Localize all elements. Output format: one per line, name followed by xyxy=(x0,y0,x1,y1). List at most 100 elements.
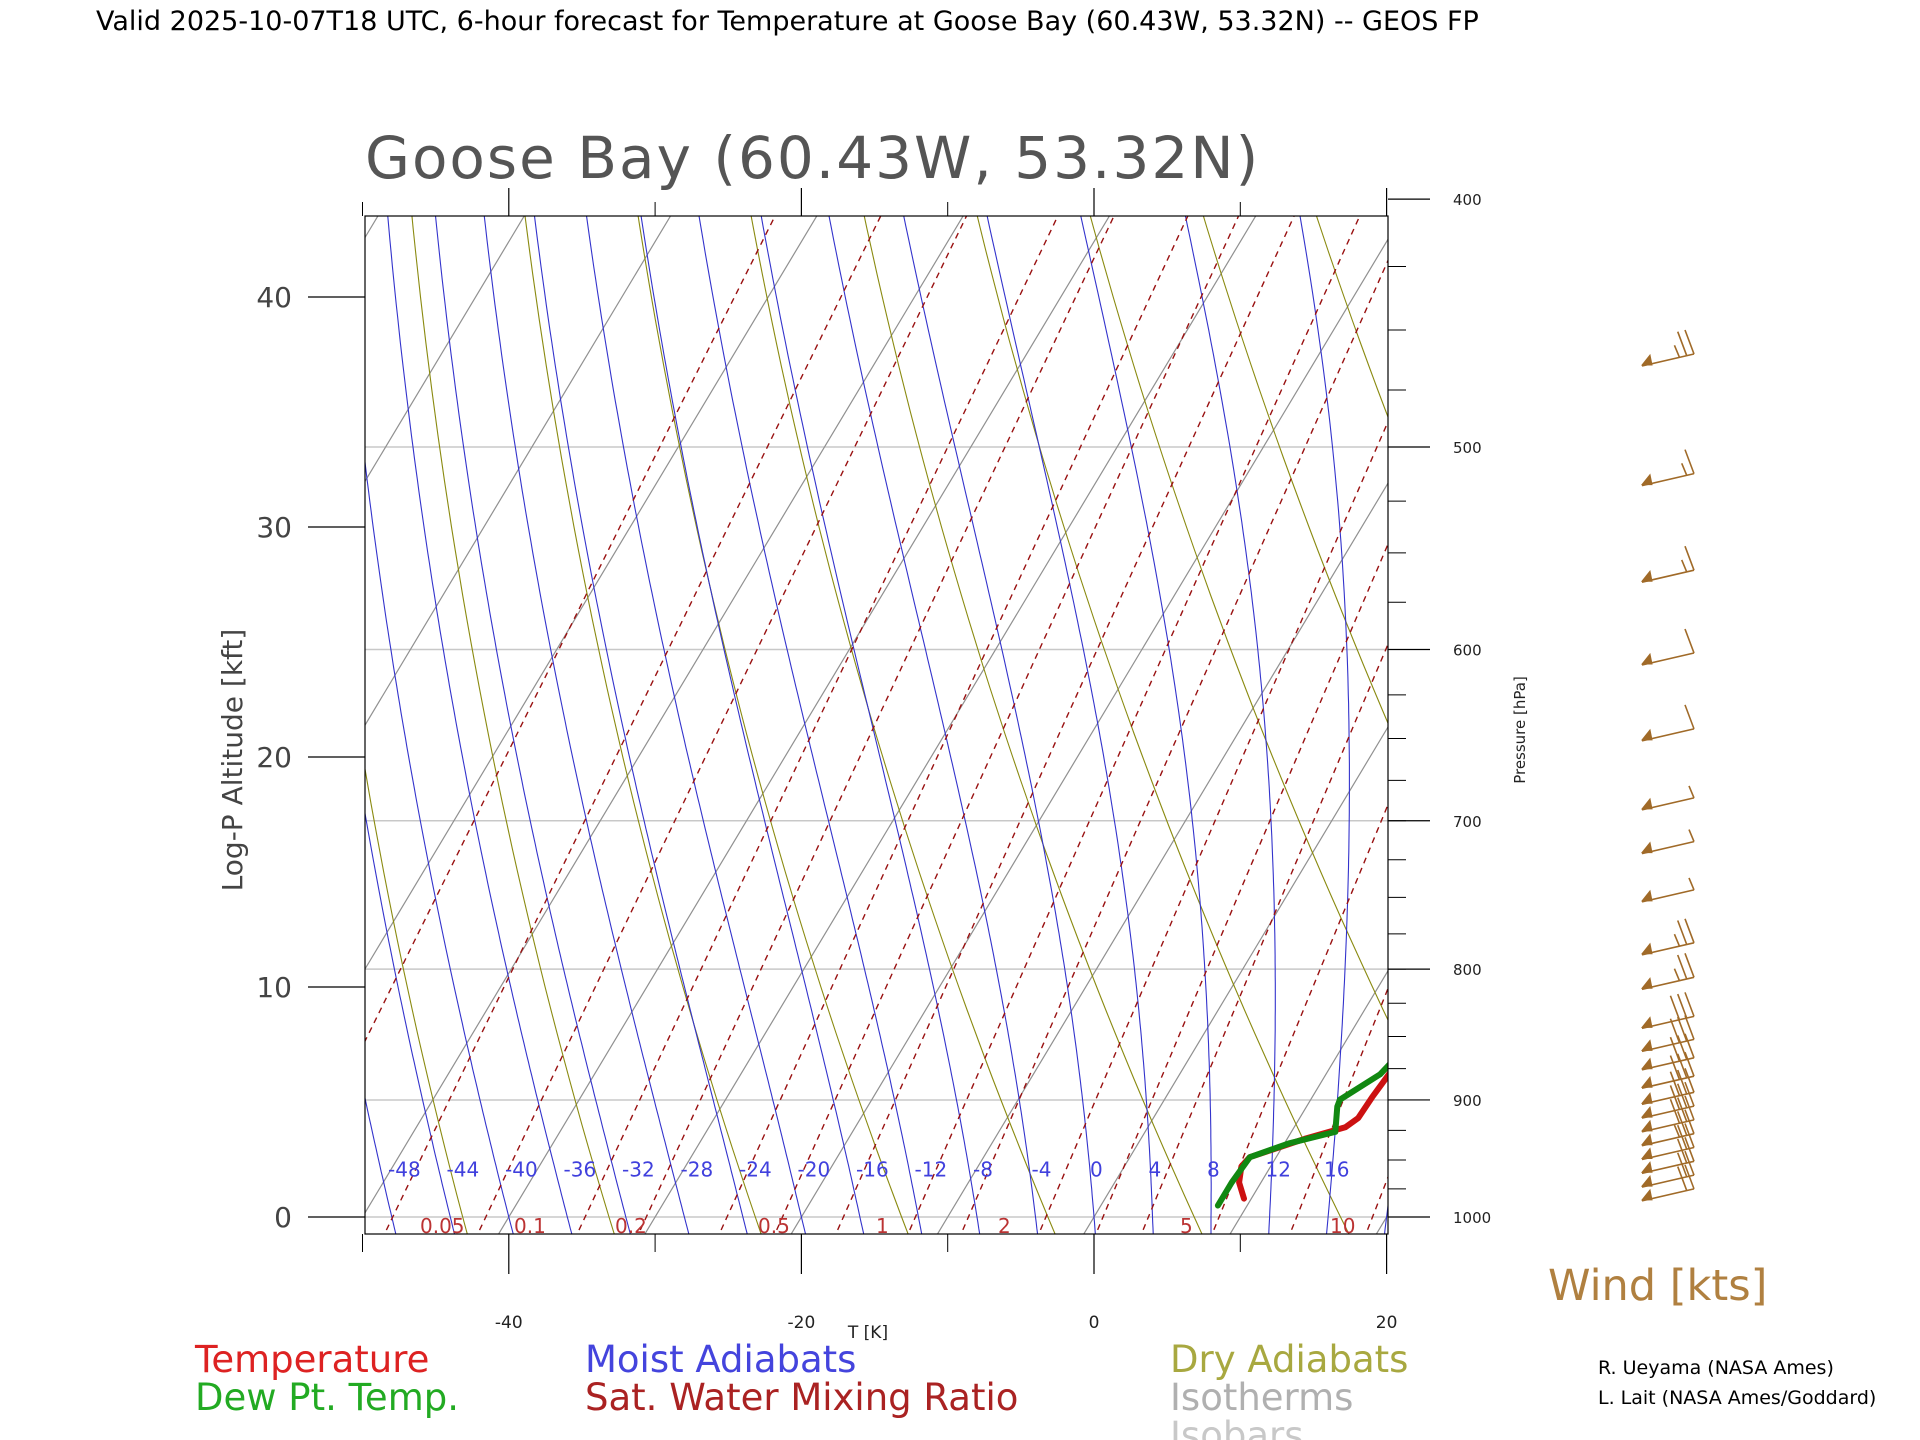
isotherm-line xyxy=(1229,969,1388,1234)
wind-barb xyxy=(1640,918,1695,956)
isotherm-line xyxy=(0,205,238,1240)
mixing-ratio-line xyxy=(1037,420,1388,1234)
moist-adiabat-line xyxy=(387,216,573,1234)
pressure-tick-label: 600 xyxy=(1453,642,1482,660)
moist-adiabat-line xyxy=(1606,0,1920,1282)
moist-adiabat-label: -40 xyxy=(505,1158,538,1182)
wind-label: Wind [kts] xyxy=(1548,1261,1767,1311)
pressure-tick-label: 400 xyxy=(1453,191,1482,209)
mixing-ratio-label: 2 xyxy=(998,1214,1011,1238)
dry-adiabat-line xyxy=(1426,205,1920,1240)
mixing-ratio-label: 1 xyxy=(876,1214,889,1238)
moist-adiabat-line xyxy=(903,216,1096,1234)
dry-adiabat-line xyxy=(365,765,468,1234)
moist-adiabat-label: -16 xyxy=(856,1158,889,1182)
pressure-tick-label: 700 xyxy=(1453,813,1482,831)
wind-barb xyxy=(1640,628,1695,666)
moist-adiabat-label: 12 xyxy=(1266,1158,1291,1182)
isotherm-line xyxy=(790,238,1388,1234)
moist-adiabat-line xyxy=(434,216,631,1234)
moist-adiabat-label: -32 xyxy=(622,1158,655,1182)
wind-barb xyxy=(1640,1081,1695,1119)
dry-adiabat-line xyxy=(1877,205,1920,1240)
moist-adiabat-label: 16 xyxy=(1324,1158,1349,1182)
isotherm-line xyxy=(1519,205,1920,1240)
moist-adiabat-line xyxy=(698,216,923,1234)
wind-barb xyxy=(1640,1015,1695,1053)
moist-adiabat-label: -24 xyxy=(739,1158,772,1182)
moist-adiabat-line xyxy=(365,457,514,1234)
wind-barb xyxy=(1640,1150,1695,1188)
pressure-tick-label: 800 xyxy=(1453,961,1482,979)
dewpoint-line xyxy=(1214,1011,1388,1209)
y-tick-label: 20 xyxy=(256,741,292,774)
legend-dewpoint: Dew Pt. Temp. xyxy=(195,1376,459,1419)
moist-adiabat-label: -12 xyxy=(915,1158,948,1182)
isotherm-line xyxy=(365,216,672,727)
x-tick-label: 20 xyxy=(1376,1313,1398,1333)
pressure-axis-label: Pressure [hPa] xyxy=(1511,676,1529,784)
moist-adiabat-line xyxy=(640,216,865,1234)
isotherm-line xyxy=(365,216,964,1214)
moist-adiabat-line xyxy=(585,216,807,1234)
wind-barb xyxy=(1640,992,1695,1030)
dry-adiabat-line xyxy=(411,216,615,1234)
header-title: Valid 2025-10-07T18 UTC, 6-hour forecast… xyxy=(96,6,1479,37)
legend-temperature: Temperature xyxy=(194,1338,429,1381)
mixing-ratio-line xyxy=(1095,542,1388,1234)
moist-adiabat-line xyxy=(483,216,690,1234)
legend-isobars: Isobars xyxy=(1170,1414,1303,1440)
dry-adiabat-line xyxy=(1089,216,1388,1022)
wind-barbs xyxy=(1640,329,1695,1202)
isotherm-line xyxy=(0,205,92,1240)
series-layer xyxy=(1214,1011,1388,1209)
moist-adiabat-label: -28 xyxy=(681,1158,714,1182)
moist-adiabat-label: -20 xyxy=(798,1158,831,1182)
x-tick-label: -40 xyxy=(495,1313,523,1333)
x-tick-label: 0 xyxy=(1089,1313,1100,1333)
dry-adiabat-line xyxy=(976,216,1350,1234)
wind-barb xyxy=(1640,1123,1695,1161)
moist-adiabat-line xyxy=(828,216,1039,1234)
wind-barb xyxy=(1640,1033,1695,1071)
mixing-ratio-label: 0.2 xyxy=(615,1214,647,1238)
isotherm-line xyxy=(365,216,379,239)
isotherm-line xyxy=(365,216,525,483)
wind-barb xyxy=(1640,704,1695,742)
mixing-ratio-line xyxy=(1365,1175,1388,1234)
pressure-tick-label: 900 xyxy=(1453,1092,1482,1110)
y-tick-label: 10 xyxy=(256,971,292,1004)
legend-dry-adiabats: Dry Adiabats xyxy=(1170,1338,1408,1381)
y-axis-label: Log-P Altitude [kft] xyxy=(216,629,249,892)
mixing-ratio-line xyxy=(1616,205,1920,1240)
moist-adiabat-label: 8 xyxy=(1207,1158,1220,1182)
moist-adiabat-line xyxy=(1080,216,1212,1234)
y-tick-label: 30 xyxy=(256,511,292,544)
mixing-ratio-label: 0.5 xyxy=(758,1214,790,1238)
moist-adiabat-line xyxy=(1383,1201,1388,1234)
dry-adiabat-line xyxy=(0,205,27,1240)
wind-barb xyxy=(1640,329,1695,367)
moist-adiabat-label: 0 xyxy=(1090,1158,1103,1182)
moist-adiabat-label: 4 xyxy=(1149,1158,1162,1182)
wind-barb xyxy=(1640,1109,1695,1147)
moist-adiabat-line xyxy=(365,810,456,1234)
dry-adiabat-line xyxy=(637,216,909,1234)
credit-2: L. Lait (NASA Ames/Goddard) xyxy=(1598,1387,1876,1409)
chart-title: Goose Bay (60.43W, 53.32N) xyxy=(365,124,1260,192)
wind-barb xyxy=(1640,953,1695,991)
pressure-tick-label: 500 xyxy=(1453,439,1482,457)
isotherm-line xyxy=(365,216,818,971)
mixing-ratio-line xyxy=(1528,205,1920,1240)
axes: 0102030402003004005006007008009001000-40… xyxy=(256,188,1491,1333)
moist-adiabat-label: -36 xyxy=(564,1158,597,1182)
dry-adiabat-line xyxy=(1315,216,1388,419)
wind-barb xyxy=(1640,1051,1695,1089)
dry-adiabat-line xyxy=(1764,205,1920,1240)
wind-barb xyxy=(1640,877,1695,903)
mixing-ratio-line xyxy=(476,216,968,1234)
mixing-ratio-line xyxy=(383,216,882,1234)
isotherm-line xyxy=(1083,725,1388,1234)
wind-barb xyxy=(1640,545,1695,583)
pressure-tick-label: 1000 xyxy=(1453,1209,1491,1227)
